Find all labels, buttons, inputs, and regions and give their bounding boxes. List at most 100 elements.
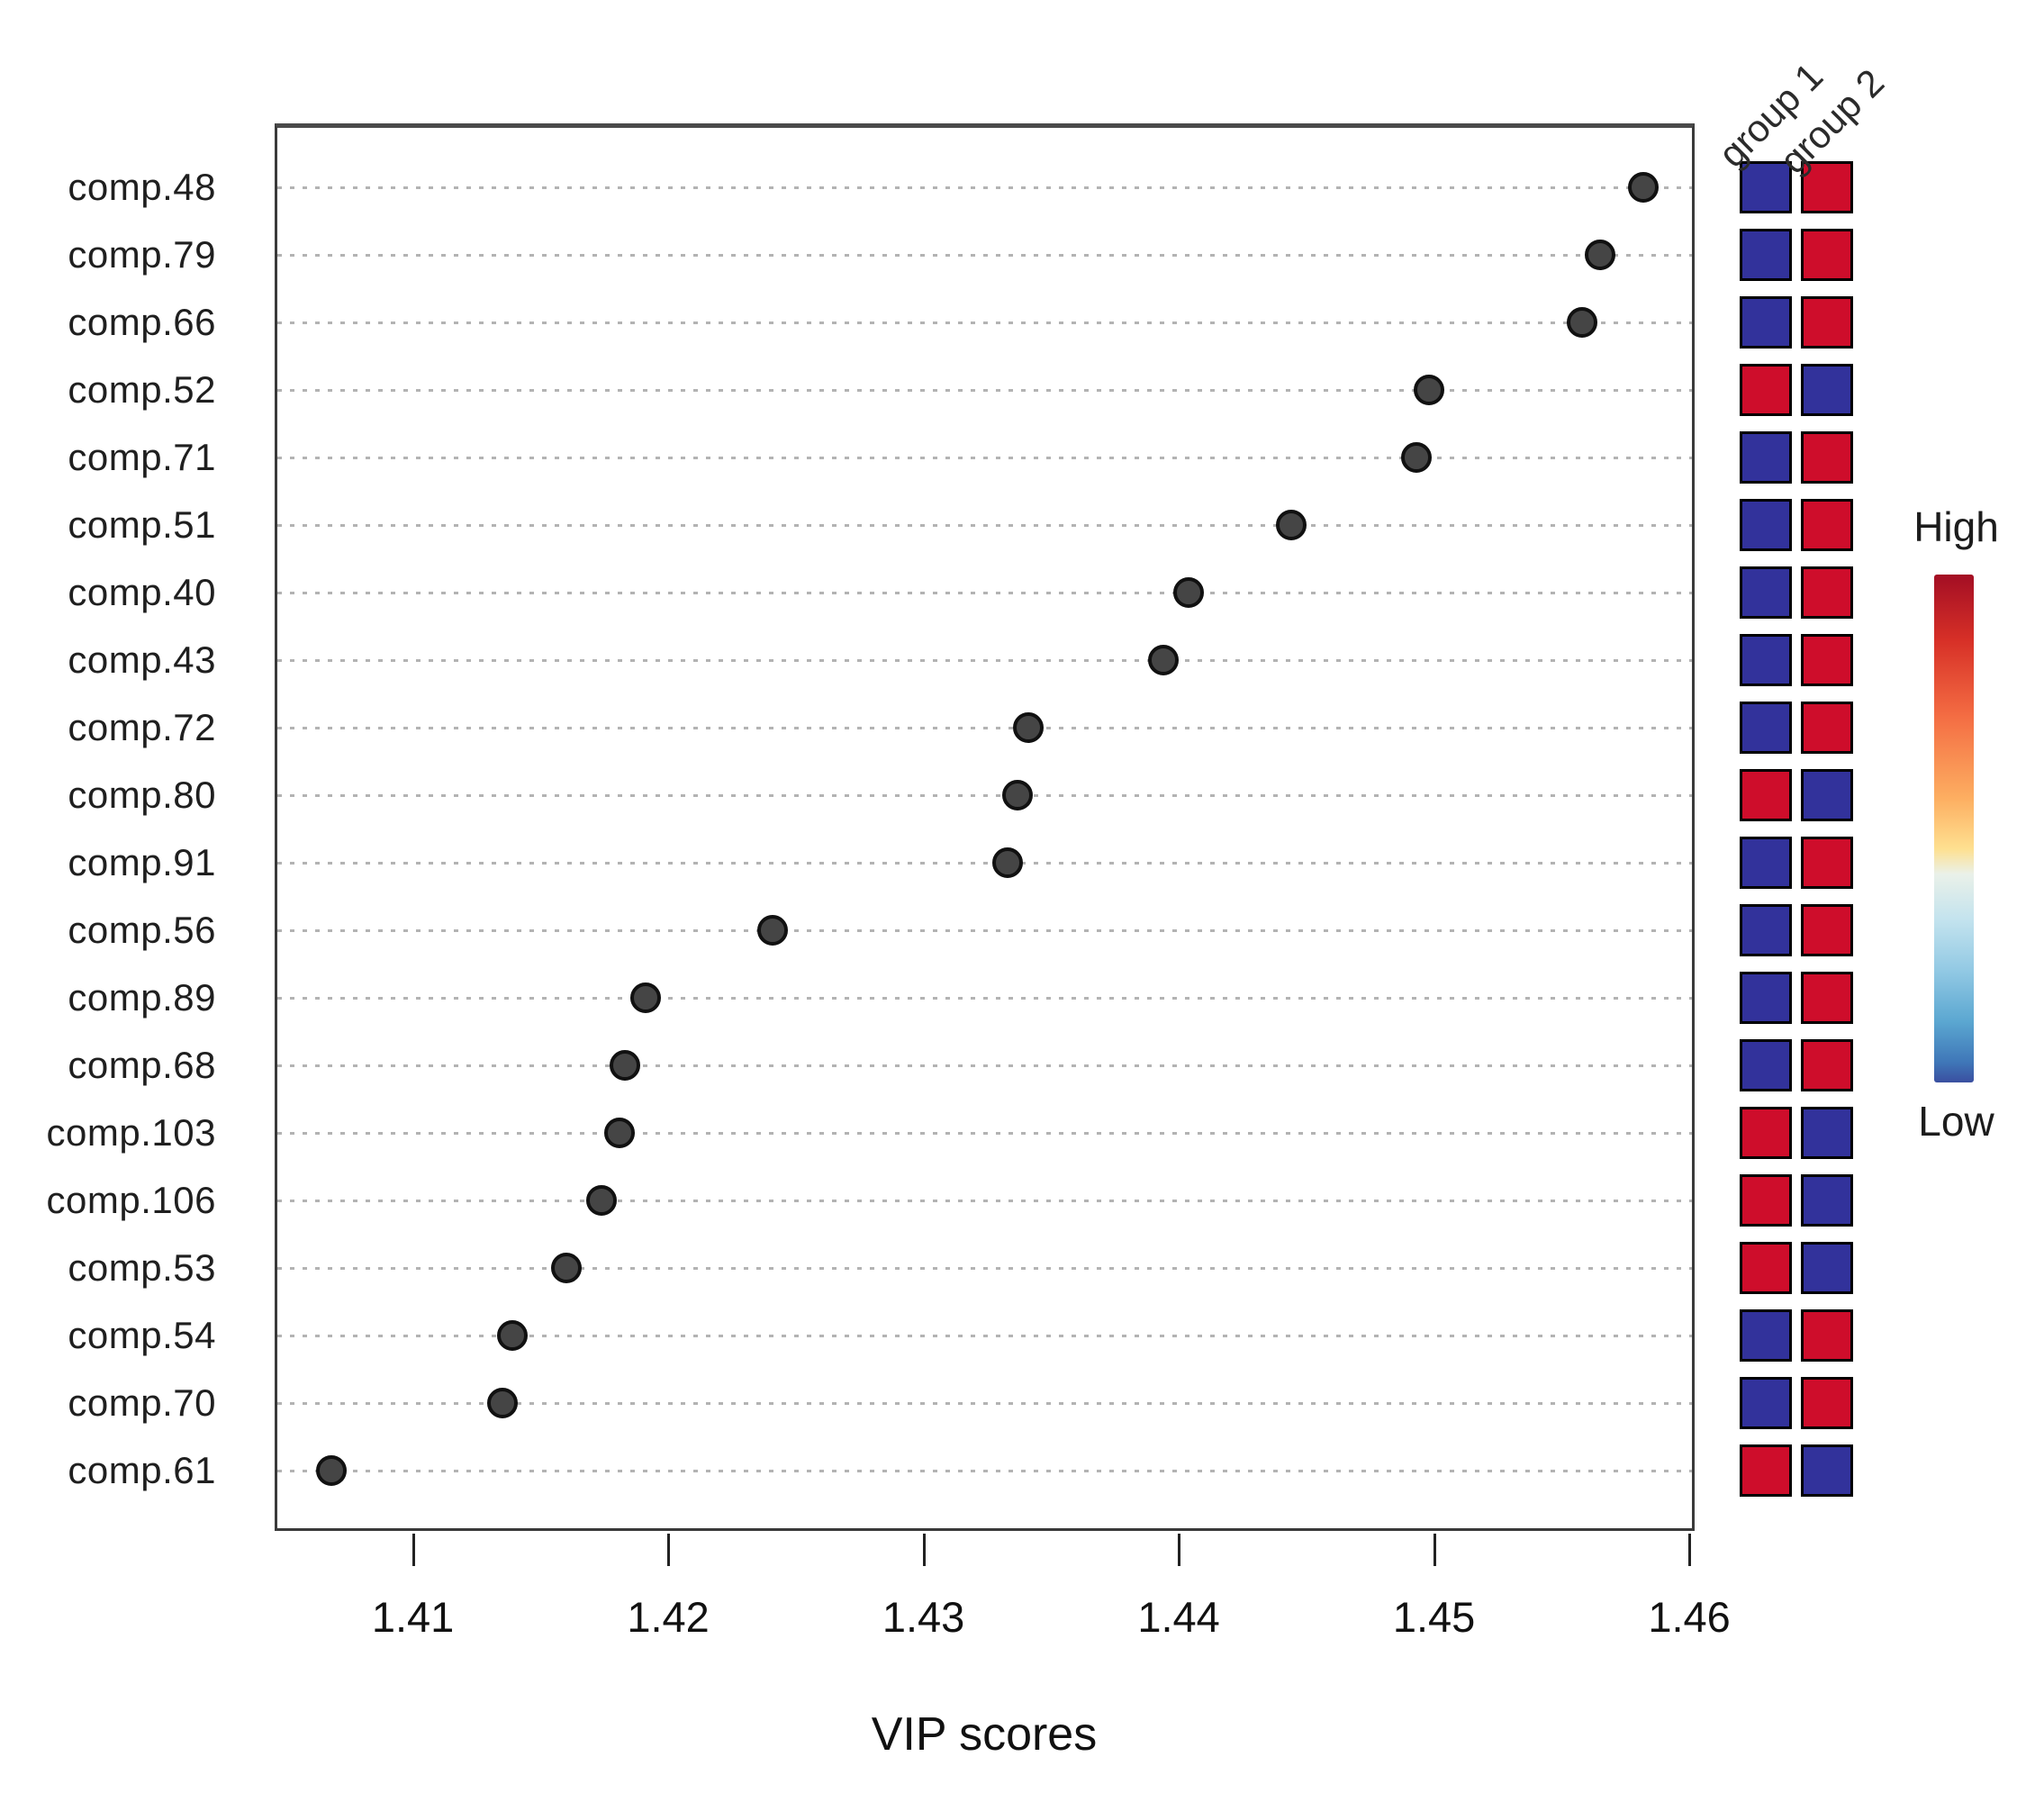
heatmap-cell-group2: [1801, 1444, 1853, 1497]
heatmap-cell-group2: [1801, 431, 1853, 484]
feature-label: comp.72: [68, 706, 216, 748]
feature-label: comp.48: [68, 166, 216, 208]
vip-dot: [586, 1185, 618, 1216]
feature-label: comp.91: [68, 841, 216, 883]
row-gridline: [277, 659, 1692, 662]
heatmap-cell-group2: [1801, 1107, 1853, 1159]
row-gridline: [277, 457, 1692, 459]
heatmap-cell-group2: [1801, 296, 1853, 349]
feature-label: comp.68: [68, 1044, 216, 1086]
feature-label: comp.70: [68, 1381, 216, 1424]
vip-dot: [757, 915, 789, 946]
x-tick: [667, 1534, 671, 1566]
row-gridline: [277, 1200, 1692, 1202]
vip-dot: [497, 1320, 529, 1351]
heatmap-cell-group1: [1740, 364, 1792, 416]
x-tick-label: 1.41: [371, 1593, 455, 1641]
vip-dot: [1400, 442, 1432, 473]
x-tick-label: 1.45: [1392, 1593, 1476, 1641]
feature-label: comp.103: [46, 1111, 216, 1154]
x-tick: [922, 1534, 926, 1566]
heatmap-cell-group1: [1740, 229, 1792, 281]
heatmap-cell-group2: [1801, 364, 1853, 416]
heatmap-cell-group2: [1801, 1039, 1853, 1091]
feature-label: comp.40: [68, 571, 216, 613]
heatmap-cell-group1: [1740, 1107, 1792, 1159]
heatmap-cell-group2: [1801, 1174, 1853, 1227]
plot-area: [275, 123, 1695, 1531]
heatmap-cell-group1: [1740, 1444, 1792, 1497]
x-tick-label: 1.43: [882, 1593, 965, 1641]
x-tick: [1688, 1534, 1692, 1566]
heatmap-cell-group1: [1740, 1377, 1792, 1429]
heatmap-cell-group1: [1740, 702, 1792, 754]
vip-dot: [315, 1455, 347, 1486]
x-axis-title: VIP scores: [871, 1708, 1098, 1761]
feature-label: comp.106: [46, 1179, 216, 1221]
row-gridline: [277, 1064, 1692, 1067]
colorbar-high-label: High: [1913, 503, 1999, 550]
vip-dot: [1173, 577, 1205, 608]
heatmap-cell-group1: [1740, 972, 1792, 1024]
heatmap-cell-group1: [1740, 1174, 1792, 1227]
heatmap-cell-group2: [1801, 499, 1853, 551]
row-gridline: [277, 1267, 1692, 1270]
row-gridline: [277, 929, 1692, 932]
heatmap-cell-group2: [1801, 837, 1853, 889]
row-gridline: [277, 592, 1692, 594]
row-gridline: [277, 321, 1692, 324]
feature-label: comp.80: [68, 774, 216, 816]
heatmap-cell-group1: [1740, 161, 1792, 213]
vip-dot: [1567, 307, 1598, 338]
heatmap-cell-group2: [1801, 1242, 1853, 1294]
heatmap-cell-group1: [1740, 769, 1792, 821]
vip-dot: [486, 1388, 518, 1418]
heatmap-cell-group2: [1801, 1309, 1853, 1362]
heatmap-cell-group1: [1740, 837, 1792, 889]
feature-label: comp.61: [68, 1449, 216, 1491]
heatmap-cell-group1: [1740, 499, 1792, 551]
feature-label: comp.52: [68, 368, 216, 411]
feature-label: comp.71: [68, 436, 216, 478]
row-gridline: [277, 389, 1692, 392]
row-gridline: [277, 997, 1692, 1000]
row-gridline: [277, 794, 1692, 797]
heatmap-cell-group2: [1801, 634, 1853, 686]
feature-label: comp.66: [68, 301, 216, 343]
heatmap-cell-group1: [1740, 431, 1792, 484]
row-gridline: [277, 1132, 1692, 1135]
vip-dot: [1628, 172, 1660, 203]
row-gridline: [277, 1402, 1692, 1405]
vip-dot: [609, 1050, 640, 1081]
heatmap-cell-group2: [1801, 769, 1853, 821]
heatmap-cell-group2: [1801, 972, 1853, 1024]
vip-dot: [1002, 780, 1034, 810]
vip-dot: [992, 847, 1024, 878]
heatmap-cell-group1: [1740, 296, 1792, 349]
feature-label: comp.53: [68, 1246, 216, 1289]
row-gridline: [277, 1335, 1692, 1337]
feature-label: comp.51: [68, 503, 216, 546]
vip-dot: [1012, 712, 1044, 743]
vip-dot: [1584, 240, 1615, 270]
heatmap-cell-group1: [1740, 1039, 1792, 1091]
x-tick-label: 1.46: [1648, 1593, 1731, 1641]
heatmap-cell-group1: [1740, 904, 1792, 956]
heatmap-cell-group1: [1740, 634, 1792, 686]
row-gridline: [277, 727, 1692, 729]
feature-label: comp.54: [68, 1314, 216, 1356]
vip-dot: [1148, 645, 1180, 675]
row-gridline: [277, 1470, 1692, 1472]
heatmap-cell-group1: [1740, 1242, 1792, 1294]
row-gridline: [277, 524, 1692, 527]
x-tick: [412, 1534, 415, 1566]
x-tick-label: 1.44: [1137, 1593, 1220, 1641]
feature-label: comp.56: [68, 909, 216, 951]
colorbar-gradient: [1934, 575, 1974, 1082]
row-gridline: [277, 862, 1692, 865]
heatmap-cell-group2: [1801, 904, 1853, 956]
heatmap-cell-group1: [1740, 1309, 1792, 1362]
heatmap-cell-group2: [1801, 1377, 1853, 1429]
feature-label: comp.89: [68, 976, 216, 1019]
